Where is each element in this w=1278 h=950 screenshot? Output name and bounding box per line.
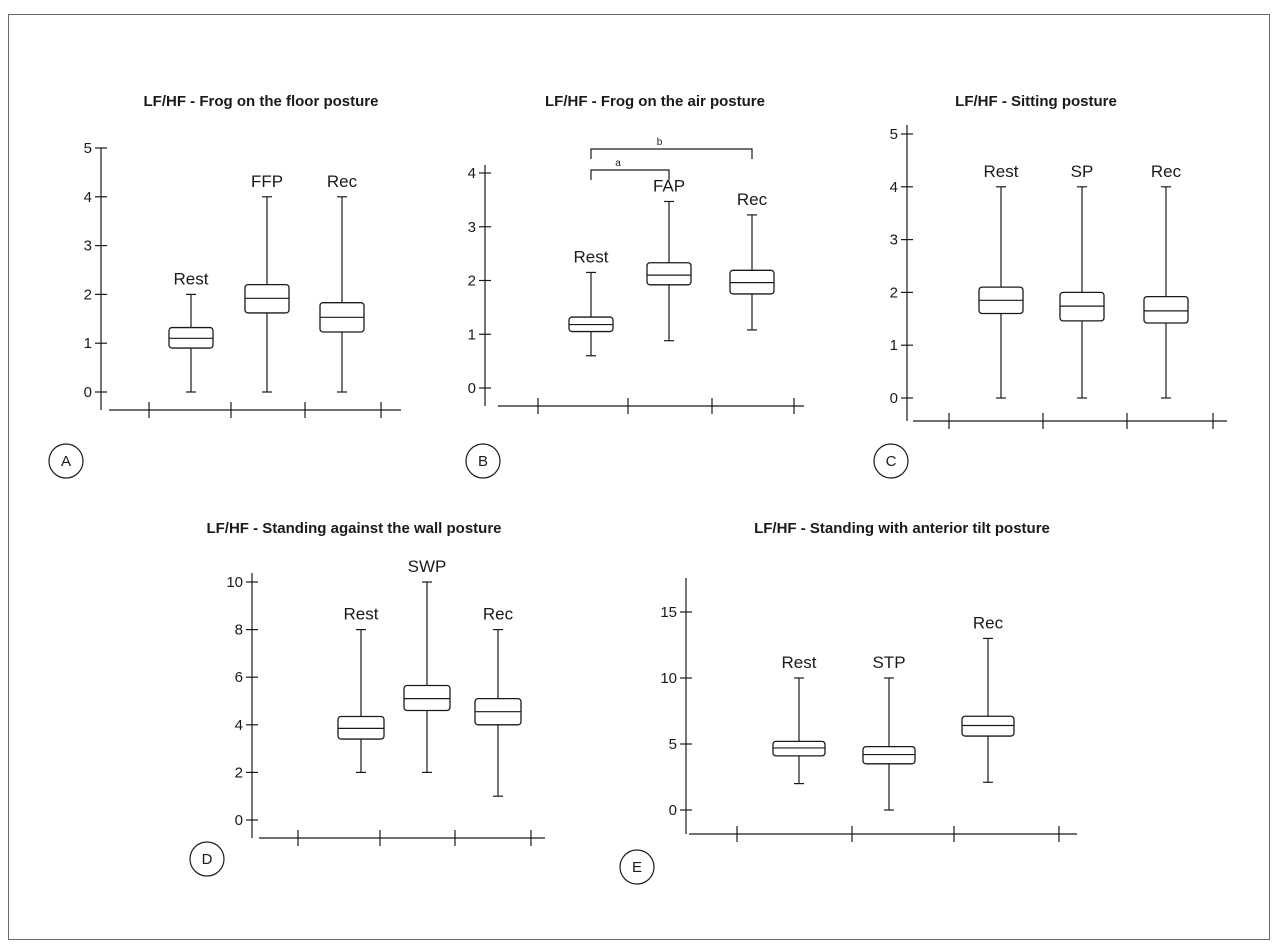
panel-c-group-label: SP (1071, 162, 1094, 181)
panel-b-title: LF/HF - Frog on the air posture (545, 93, 765, 110)
panel-d-group-label: SWP (408, 557, 447, 576)
panel-a-y-tick-label: 0 (84, 384, 92, 401)
panel-a-y-tick-label: 5 (84, 140, 92, 157)
panel-c-group-label: Rec (1151, 162, 1182, 181)
panel-e-y-tick-label: 0 (669, 802, 677, 819)
panel-b-y-tick-label: 3 (468, 219, 476, 236)
panel-c-group-label: Rest (984, 162, 1019, 181)
panel-d-y-tick-label: 6 (235, 669, 243, 686)
panel-e-group-label: Rec (973, 613, 1004, 632)
panel-b-letter: B (478, 453, 488, 470)
panel-a-letter-circle (48, 443, 84, 479)
panel-a-title: LF/HF - Frog on the floor posture (144, 93, 379, 110)
panel-e-group-label: Rest (782, 653, 817, 672)
panel-e-group-label: STP (872, 653, 905, 672)
panel-a-y-tick-label: 1 (84, 335, 92, 352)
panel-e-y-tick-label: 10 (660, 670, 677, 687)
panel-b-sig-bracket (590, 148, 753, 159)
figure-frame: LF/HF - Frog on the floor posture 0 1 2 3 4 5 R… (8, 14, 1270, 940)
panel-a-group-label: Rec (327, 172, 358, 191)
panel-b-group-label: FAP (653, 176, 685, 195)
panel-d-group-label: Rest (344, 605, 379, 624)
panel-e-letter: E (632, 859, 642, 876)
panel-d-letter: D (202, 851, 213, 868)
panel-d-title: LF/HF - Standing against the wall postur… (206, 520, 501, 537)
panel-c-y-tick-label: 1 (890, 337, 898, 354)
panel-c-y-tick-label: 2 (890, 284, 898, 301)
panel-e-box-rest (772, 740, 826, 757)
panel-b-y-tick-label: 2 (468, 273, 476, 290)
panel-e-box-rec (961, 715, 1015, 737)
panel-d-group-label: Rec (483, 605, 514, 624)
panel-b-group-label: Rec (737, 190, 768, 209)
panel-a-group-label: FFP (251, 172, 283, 191)
panel-d-letter-circle (189, 841, 225, 877)
panel-c-y-tick-label: 0 (890, 390, 898, 407)
panel-b-y-tick-label: 4 (468, 165, 476, 182)
panel-b-sig-label: a (615, 158, 621, 169)
panel-a-letter: A (61, 453, 71, 470)
panel-c-letter-circle (873, 443, 909, 479)
panel-c-y-tick-label: 3 (890, 232, 898, 249)
panel-e-title: LF/HF - Standing with anterior tilt post… (754, 520, 1050, 537)
panel-a-y-tick-label: 3 (84, 238, 92, 255)
panel-a-group-label: Rest (174, 269, 209, 288)
panel-b-y-tick-label: 0 (468, 380, 476, 397)
panel-b-letter-circle (465, 443, 501, 479)
panel-c-letter: C (886, 453, 897, 470)
panel-c-box-rec (1143, 295, 1189, 324)
panel-d-y-tick-label: 0 (235, 812, 243, 829)
panel-c-y-tick-label: 4 (890, 179, 898, 196)
panel-b-box-fap (646, 262, 692, 286)
panel-a-y-tick-label: 4 (84, 189, 92, 206)
panel-d-y-tick-label: 4 (235, 717, 243, 734)
panel-b-y-tick-label: 1 (468, 326, 476, 343)
panel-b-sig-label: b (657, 137, 663, 148)
panel-e-y-tick-label: 15 (660, 604, 677, 621)
panel-c-title: LF/HF - Sitting posture (955, 93, 1117, 110)
boxplot-figure: LF/HF - Frog on the floor posture 0 1 2 3 4 5 R… (48, 93, 1227, 885)
panel-a-y-tick-label: 2 (84, 286, 92, 303)
panel-e-y-tick-label: 5 (669, 736, 677, 753)
panel-c-y-tick-label: 5 (890, 126, 898, 143)
panel-d-y-tick-label: 2 (235, 764, 243, 781)
panel-b-sig-bracket (590, 169, 670, 180)
panel-e-letter-circle (619, 849, 655, 885)
panel-d-y-tick-label: 8 (235, 622, 243, 639)
panel-b-group-label: Rest (574, 247, 609, 266)
panel-d-y-tick-label: 10 (226, 574, 243, 591)
panel-e-box-stp (862, 745, 916, 765)
